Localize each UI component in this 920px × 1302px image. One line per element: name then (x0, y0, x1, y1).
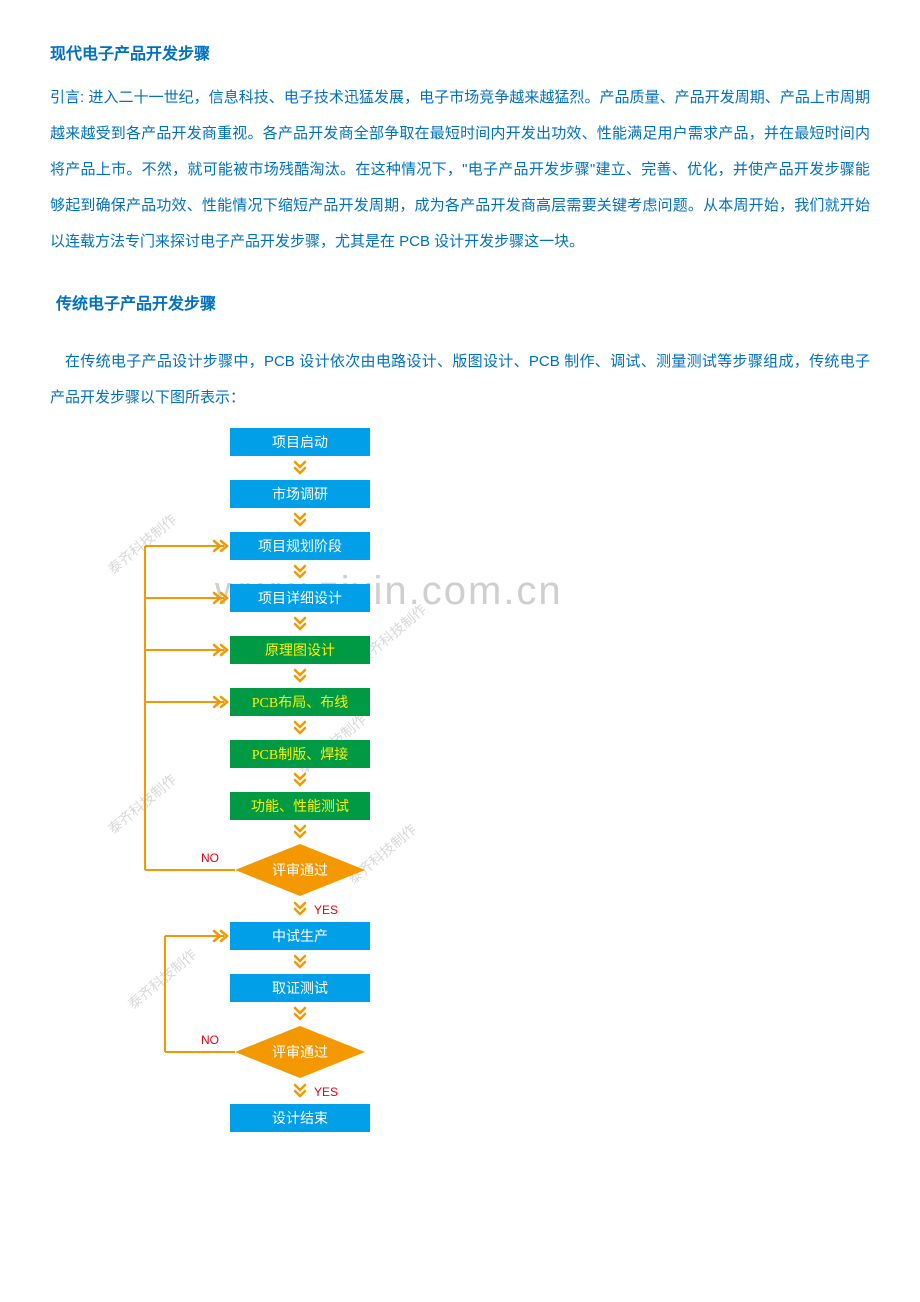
paragraph: 在传统电子产品设计步骤中，PCB 设计依次由电路设计、版图设计、PCB 制作、调… (50, 344, 870, 416)
main-heading: 现代电子产品开发步骤 (50, 40, 870, 64)
svg-text:YES: YES (314, 903, 338, 917)
svg-text:NO: NO (201, 1033, 219, 1047)
svg-text:评审通过: 评审通过 (272, 863, 328, 879)
svg-text:PCB布局、布线: PCB布局、布线 (252, 695, 348, 711)
flowchart-container: www.zixin.com.cn 泰齐科技制作 泰齐科技制作 泰齐科技制作 泰齐… (110, 424, 870, 1219)
svg-text:设计结束: 设计结束 (272, 1111, 328, 1127)
intro-text: 引言: 进入二十一世纪，信息科技、电子技术迅猛发展，电子市场竞争越来越猛烈。产品… (50, 80, 870, 260)
svg-text:NO: NO (201, 851, 219, 865)
svg-text:项目详细设计: 项目详细设计 (258, 591, 342, 607)
svg-text:取证测试: 取证测试 (272, 981, 328, 997)
sub-heading: 传统电子产品开发步骤 (56, 290, 870, 314)
svg-text:中试生产: 中试生产 (272, 929, 328, 945)
svg-text:功能、性能测试: 功能、性能测试 (251, 799, 349, 815)
svg-text:YES: YES (314, 1085, 338, 1099)
svg-text:PCB制版、焊接: PCB制版、焊接 (252, 746, 348, 763)
svg-text:项目规划阶段: 项目规划阶段 (258, 539, 342, 555)
svg-text:评审通过: 评审通过 (272, 1045, 328, 1061)
svg-text:市场调研: 市场调研 (272, 486, 328, 503)
svg-text:原理图设计: 原理图设计 (265, 643, 335, 659)
flowchart-svg: 项目启动市场调研项目规划阶段项目详细设计原理图设计 PCB布局、布线 PCB制版、焊… (110, 424, 450, 1214)
svg-text:项目启动: 项目启动 (272, 435, 328, 451)
